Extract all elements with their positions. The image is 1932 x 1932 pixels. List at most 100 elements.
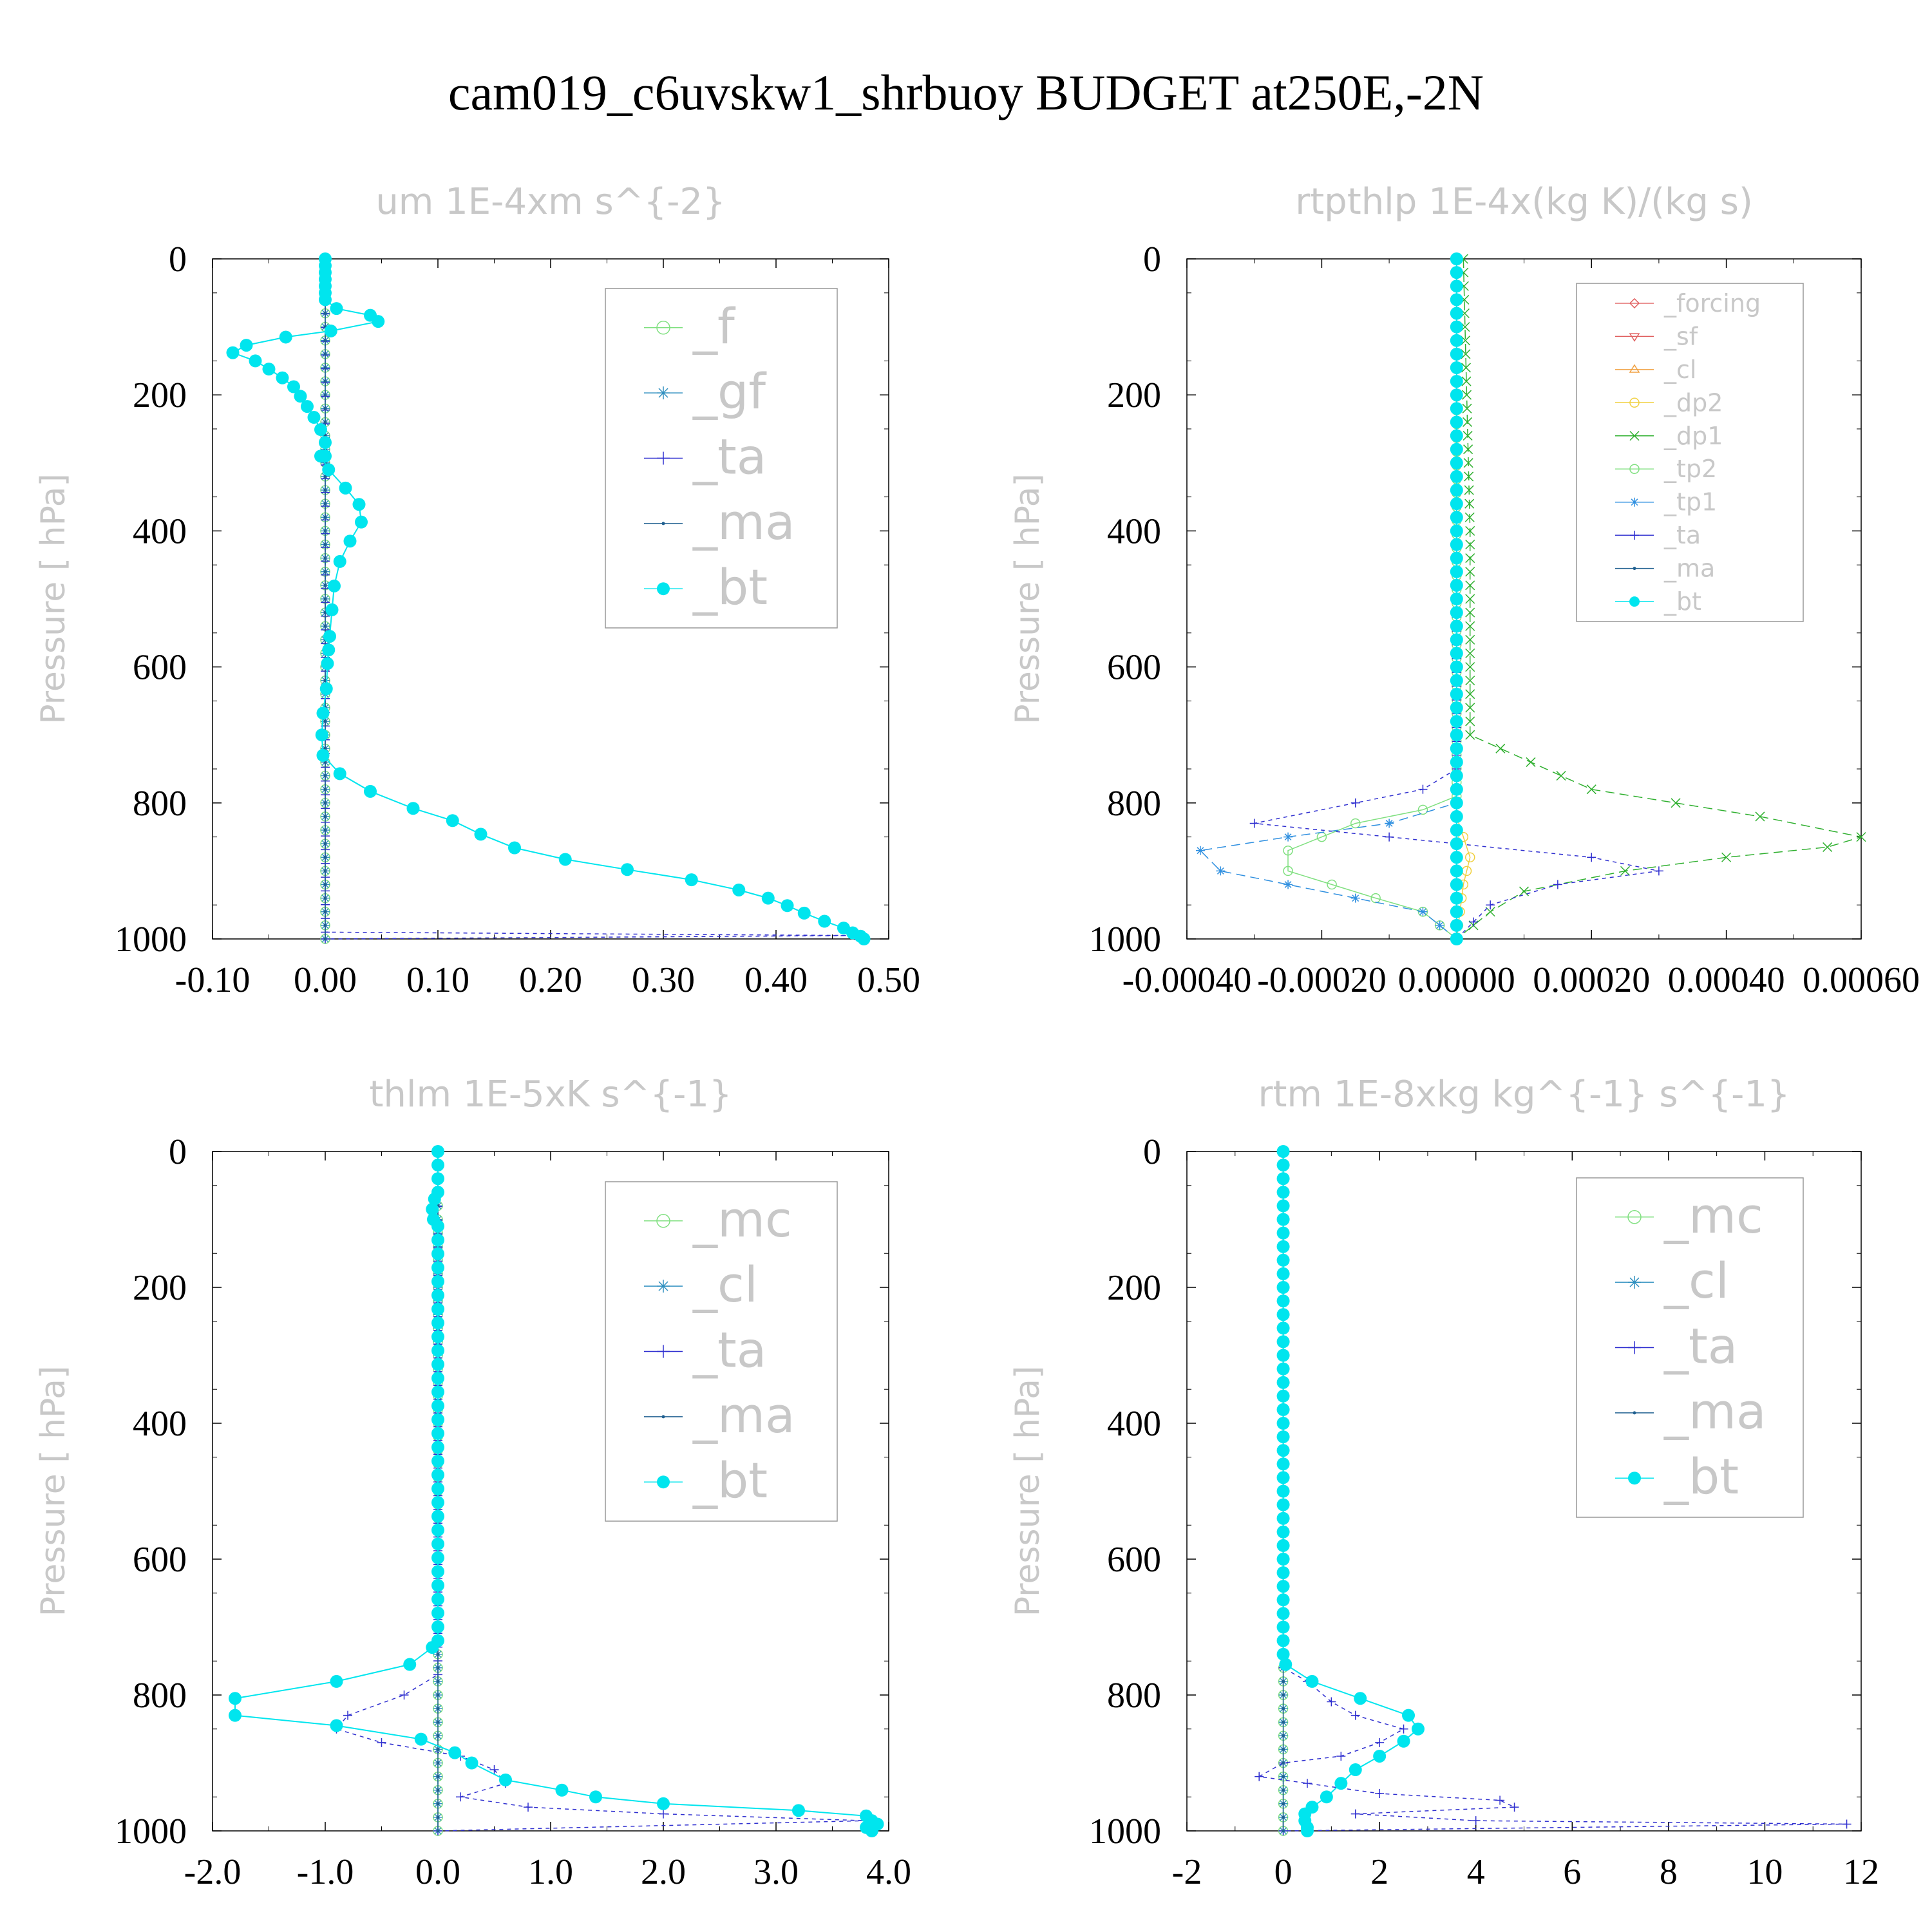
data-point [323,828,327,832]
data-point [431,1159,444,1172]
data-point [323,855,327,859]
y-tick-label: 800 [133,784,187,824]
data-point [1461,363,1471,373]
data-point [315,728,328,742]
series-bt [1450,252,1463,945]
data-point [555,1783,569,1797]
data-point [1465,716,1475,726]
data-point [1463,444,1473,455]
data-point [1450,307,1463,320]
data-point [448,1746,462,1759]
data-point [1418,784,1428,794]
data-point [1350,1809,1360,1819]
series-line [336,1151,867,1832]
data-point [792,1804,805,1817]
data-point [1276,1186,1290,1199]
data-point [1450,347,1463,361]
y-tick-label: 400 [133,1404,187,1444]
data-point [436,1653,440,1656]
data-point [1495,1795,1505,1805]
series-line [1282,1151,1419,1831]
data-point [1461,349,1471,359]
legend-label: _ma [692,1387,795,1444]
legend-marker [1628,1472,1641,1485]
data-point [818,914,831,928]
data-point [436,1815,440,1819]
data-point [1450,442,1463,456]
data-point [1450,361,1463,374]
data-point [1282,1734,1285,1738]
y-tick-label: 200 [1107,1268,1161,1308]
data-point [1276,1525,1290,1539]
data-point [1276,1199,1290,1213]
y-tick-label: 200 [1107,375,1161,415]
data-point [323,679,327,683]
y-tick-label: 1000 [115,920,187,960]
data-point [1282,1829,1285,1833]
data-point [1823,842,1833,852]
data-point [319,682,333,696]
data-point [431,1274,444,1288]
data-point [426,1202,439,1216]
data-point [323,529,327,533]
data-point [323,910,327,914]
data-point [323,630,336,643]
data-point [1450,484,1463,497]
data-point [323,774,327,778]
data-point [431,1302,444,1316]
data-point [355,515,368,529]
data-point [431,1606,444,1620]
data-point [431,1413,444,1426]
data-point [1450,334,1463,347]
series-ta [332,1147,871,1835]
y-tick-label: 200 [133,375,187,415]
data-point [276,371,289,384]
data-point [279,330,292,344]
data-point [229,1692,242,1705]
data-point [1276,1213,1290,1226]
data-point [428,1192,441,1206]
x-tick-label: 0.00 [294,960,357,1000]
data-point [1450,687,1463,701]
data-point [323,475,327,478]
data-point [1464,852,1475,863]
y-tick-label: 400 [1107,511,1161,551]
data-point [431,1372,444,1385]
data-point [1465,594,1475,604]
series-bt [226,252,871,945]
data-point [436,1788,440,1792]
legend-label: _cl [692,1256,758,1313]
data-point [1276,1267,1290,1280]
y-tick-label: 800 [1107,1676,1161,1716]
data-point [1450,728,1463,742]
data-point [1216,866,1226,876]
chart-panel-1: um 1E-4xm s^{-2} Pressure [ hPa] 0 200 400 60… [34,181,920,1000]
data-point [1350,798,1360,808]
data-point [301,400,314,413]
y-tick-label: 600 [1107,1540,1161,1580]
data-point [1460,336,1470,346]
plot-frame [212,1151,889,1832]
panel-title: rtm 1E-8xkg kg^{-1} s^{-1} [1258,1074,1790,1115]
data-point [436,1802,440,1806]
legend-marker [657,582,670,596]
x-tick-label: 0.50 [857,960,920,1000]
data-point [323,842,327,846]
series-line [1257,1151,1847,1832]
legend-label: _bt [1663,587,1701,616]
legend-label: _bt [692,1452,768,1509]
y-tick-label: 600 [133,648,187,688]
data-point [436,1720,440,1724]
data-point [323,352,327,356]
data-point [319,436,332,450]
data-point [1465,526,1475,536]
data-point [1385,832,1394,842]
legend-label: _cl [1663,1252,1729,1309]
data-point [1336,1751,1346,1761]
legend-label: _sf [1663,322,1699,350]
data-point [1276,1430,1290,1444]
data-point [431,1233,444,1247]
data-point [1276,1539,1290,1552]
legend-label: _mc [1663,1187,1763,1244]
x-tick-label: 12 [1843,1852,1879,1892]
